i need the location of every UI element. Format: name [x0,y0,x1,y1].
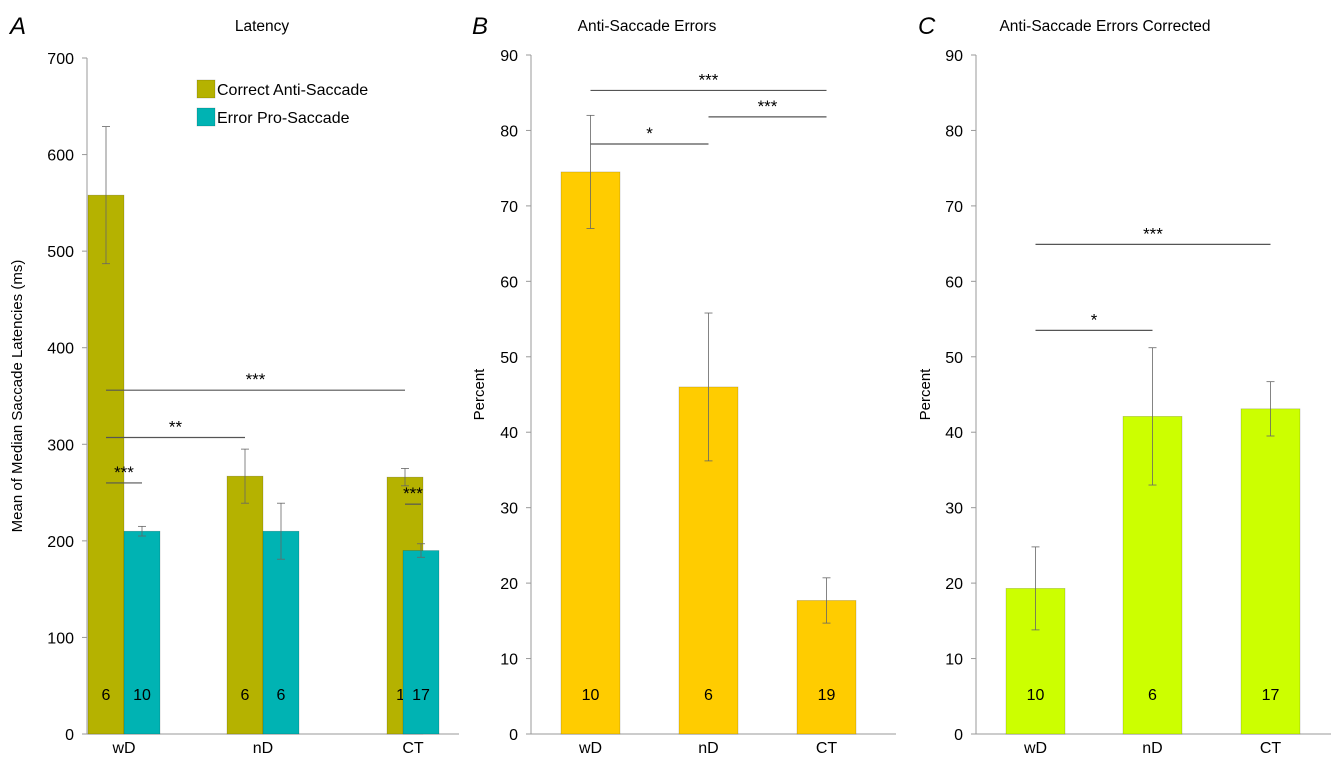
y-tick-label: 100 [47,630,74,647]
bar-count-label: 6 [1148,687,1157,704]
y-tick-label: 0 [954,727,963,744]
bar-count-label: 10 [1027,687,1045,704]
bar [123,530,161,735]
x-tick-label: nD [698,740,718,757]
bar-count-label: 6 [102,687,111,704]
y-axis-label: Mean of Median Saccade Latencies (ms) [9,260,26,533]
bar-count-label: 19 [818,687,836,704]
y-tick-label: 10 [500,652,518,669]
y-tick-label: 40 [945,425,963,442]
bar-count-label: 17 [412,687,430,704]
y-tick-label: 200 [47,534,74,551]
y-tick-label: 600 [47,148,74,165]
chart-legend: Correct Anti-Saccade Error Pro-Saccade [196,79,368,127]
bar-count-label: 17 [1262,687,1280,704]
significance-label: * [646,124,653,143]
legend-swatch [196,107,216,127]
y-tick-label: 40 [500,425,518,442]
y-axis-label: Percent [917,368,934,421]
significance-label: *** [246,370,266,389]
significance-label: *** [114,463,134,482]
y-tick-label: 400 [47,341,74,358]
x-tick-label: wD [111,740,135,757]
panel-letter: B [472,13,488,40]
x-tick-label: wD [578,740,602,757]
y-axis-label: Percent [471,368,488,421]
significance-label: *** [758,97,778,116]
legend-label: Error Pro-Saccade [217,110,350,127]
x-tick-label: CT [1260,740,1282,757]
panel-letter: C [918,13,936,40]
significance-label: * [1091,310,1098,329]
bar [560,171,621,735]
bar-count-label: 6 [704,687,713,704]
chart-title: Latency [235,18,290,35]
y-tick-label: 300 [47,437,74,454]
chart-panel-b: B Anti-Saccade Errors Percent 0 10 20 30 40 50 60… [471,13,896,757]
y-tick-label: 80 [945,123,963,140]
chart-title: Anti-Saccade Errors [578,18,717,35]
y-tick-label: 70 [945,199,963,216]
x-tick-label: CT [402,740,424,757]
bar-count-label: 10 [133,687,151,704]
y-tick-label: 20 [500,576,518,593]
y-tick-label: 90 [500,48,518,65]
legend-label: Correct Anti-Saccade [217,82,368,99]
bar-count-label: 6 [241,687,250,704]
x-tick-label: CT [816,740,838,757]
y-tick-label: 60 [945,274,963,291]
bar [402,550,440,735]
significance-label: *** [1143,224,1163,243]
chart-panel-a: A Latency Mean of Median Saccade Latencies… [8,13,459,757]
y-tick-label: 500 [47,244,74,261]
x-tick-label: wD [1023,740,1047,757]
y-tick-label: 0 [509,727,518,744]
chart-panel-c: C Anti-Saccade Errors Corrected Percent 0 10… [917,13,1331,757]
y-tick-label: 50 [945,350,963,367]
chart-title: Anti-Saccade Errors Corrected [999,18,1210,35]
y-tick-label: 30 [945,501,963,518]
y-tick-label: 10 [945,652,963,669]
x-tick-label: nD [253,740,273,757]
y-tick-label: 700 [47,51,74,68]
significance-label: ** [169,418,183,437]
y-tick-label: 90 [945,48,963,65]
significance-label: *** [699,70,719,89]
y-tick-label: 50 [500,350,518,367]
y-tick-label: 80 [500,123,518,140]
bar-count-label: 10 [582,687,600,704]
y-tick-label: 0 [65,727,74,744]
bar-count-label: 6 [277,687,286,704]
y-tick-label: 20 [945,576,963,593]
x-tick-label: nD [1142,740,1162,757]
bar [1240,408,1301,735]
y-tick-label: 60 [500,274,518,291]
y-tick-label: 30 [500,501,518,518]
legend-swatch [196,79,216,99]
panel-letter: A [8,13,26,40]
significance-label: *** [403,484,423,503]
bar [226,475,264,735]
y-tick-label: 70 [500,199,518,216]
